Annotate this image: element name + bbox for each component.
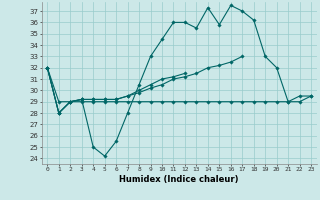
X-axis label: Humidex (Indice chaleur): Humidex (Indice chaleur)	[119, 175, 239, 184]
